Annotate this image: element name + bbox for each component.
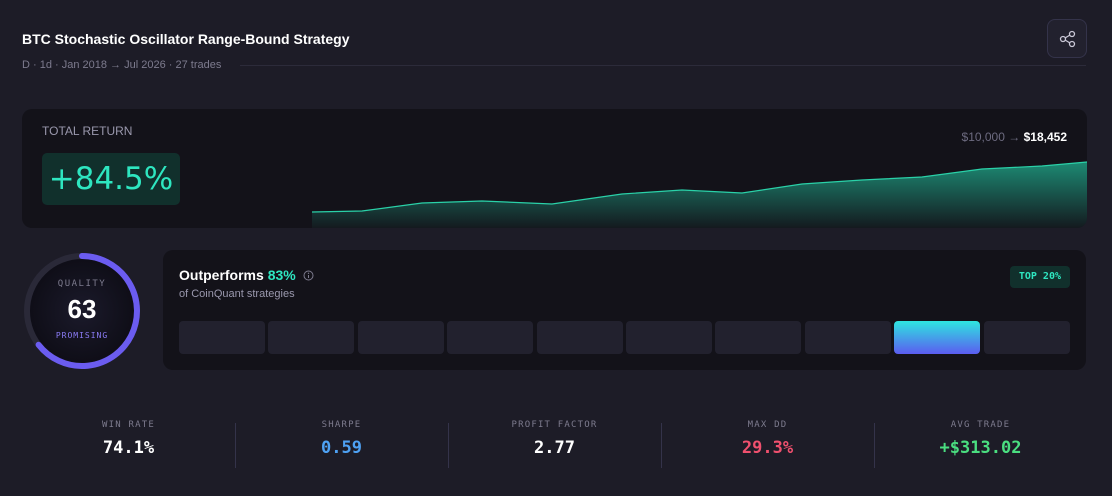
strategy-subtitle: D · 1d · Jan 2018 → Jul 2026 · 27 trades bbox=[22, 59, 222, 71]
info-icon[interactable] bbox=[303, 270, 314, 281]
stat-divider bbox=[235, 423, 236, 468]
quality-label: QUALITY bbox=[57, 279, 107, 289]
stat-value: 0.59 bbox=[321, 438, 362, 458]
percentile-value: 83% bbox=[267, 267, 296, 283]
total-return-card: TOTAL RETURN +84.5% $10,000 → $18,452 bbox=[22, 109, 1087, 228]
stat-label: MAX DD bbox=[747, 420, 788, 430]
stat: WIN RATE 74.1% bbox=[22, 420, 235, 458]
stat: MAX DD 29.3% bbox=[661, 420, 874, 458]
decile-segment bbox=[358, 321, 444, 354]
quality-score: 63 bbox=[67, 294, 97, 324]
start-equity: $10,000 bbox=[961, 130, 1005, 144]
stat-value: 74.1% bbox=[102, 438, 155, 458]
arrow: → bbox=[1008, 130, 1021, 144]
decile-segment bbox=[537, 321, 623, 354]
stat: SHARPE 0.59 bbox=[235, 420, 448, 458]
stat-divider bbox=[448, 423, 449, 468]
total-return-label: TOTAL RETURN bbox=[42, 124, 133, 138]
stat-value: +$313.02 bbox=[939, 438, 1022, 458]
decile-segment bbox=[715, 321, 801, 354]
quality-rating: PROMISING bbox=[55, 331, 109, 340]
stat: PROFIT FACTOR 2.77 bbox=[448, 420, 661, 458]
stat-value: 29.3% bbox=[741, 438, 794, 458]
decile-segment bbox=[626, 321, 712, 354]
decile-segment bbox=[447, 321, 533, 354]
outperforms-label: Outperforms bbox=[179, 267, 264, 283]
percentile-card: Outperforms 83% of CoinQuant strategies … bbox=[163, 250, 1086, 370]
stat: AVG TRADE +$313.02 bbox=[874, 420, 1087, 458]
share-icon bbox=[1059, 30, 1076, 48]
share-button[interactable] bbox=[1047, 19, 1087, 58]
decile-segment bbox=[805, 321, 891, 354]
stat-label: AVG TRADE bbox=[950, 420, 1011, 430]
stat-label: WIN RATE bbox=[102, 420, 155, 430]
percentile-caption: of CoinQuant strategies bbox=[179, 288, 295, 300]
decile-segment bbox=[984, 321, 1070, 354]
decile-segment-active bbox=[894, 321, 980, 354]
percentile-title: Outperforms 83% bbox=[179, 267, 314, 283]
total-return-value: +84.5% bbox=[42, 153, 180, 205]
divider bbox=[240, 65, 1086, 66]
stat-divider bbox=[661, 423, 662, 468]
decile-segment bbox=[268, 321, 354, 354]
strategy-title: BTC Stochastic Oscillator Range-Bound St… bbox=[22, 31, 350, 47]
percentile-badge: TOP 20% bbox=[1009, 266, 1070, 288]
stat-value: 2.77 bbox=[534, 438, 575, 458]
decile-segment bbox=[179, 321, 265, 354]
equity-curve bbox=[311, 161, 1087, 228]
stat-divider bbox=[874, 423, 875, 468]
stat-label: PROFIT FACTOR bbox=[511, 420, 598, 430]
stat-label: SHARPE bbox=[321, 420, 362, 430]
equity-range: $10,000 → $18,452 bbox=[962, 130, 1067, 144]
end-equity: $18,452 bbox=[1023, 130, 1067, 144]
quality-ring bbox=[24, 253, 140, 369]
